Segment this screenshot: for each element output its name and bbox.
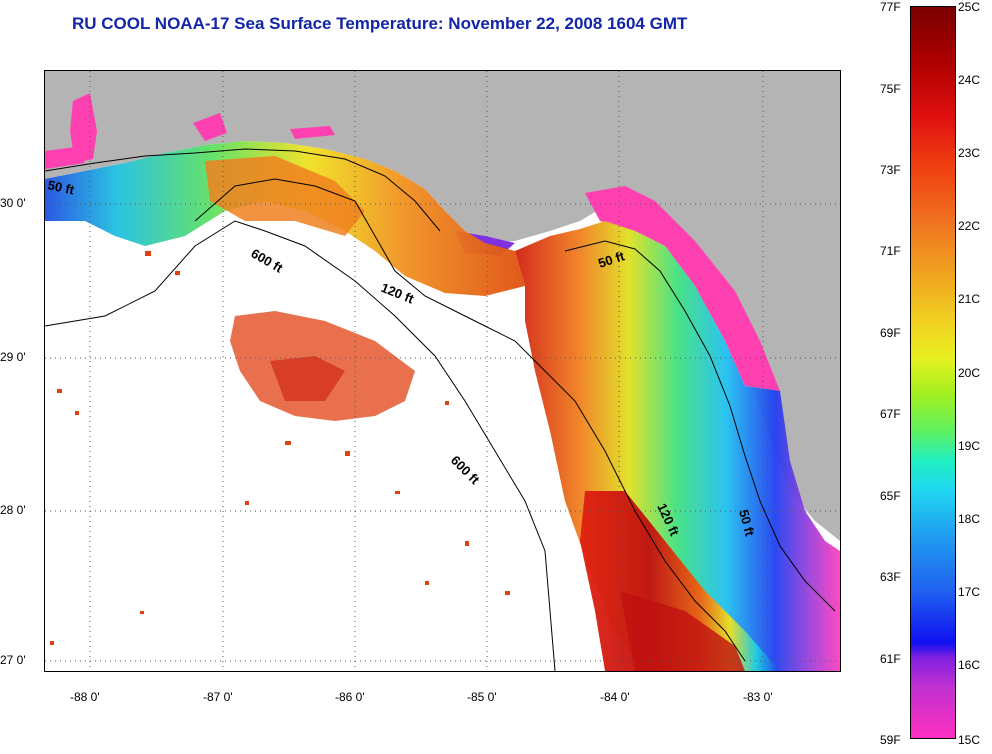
cb-f-69: 69F (880, 326, 901, 340)
sst-colorbar (910, 6, 956, 739)
cb-f-71: 71F (880, 244, 901, 258)
sst-map-canvas: 50 ft 600 ft 120 ft 50 ft 600 ft 120 ft … (45, 71, 840, 671)
cb-f-61: 61F (880, 652, 901, 666)
depth-contours (45, 148, 836, 671)
contour-label-50ft-west: 50 ft (46, 177, 76, 197)
lat-label-30: 30 0' (0, 196, 26, 210)
cb-f-73: 73F (880, 163, 901, 177)
scattered-sst-pixels (50, 251, 510, 645)
graticule (45, 71, 840, 671)
cb-c-23: 23C (958, 146, 981, 160)
contour-label-600ft-south: 600 ft (448, 453, 483, 488)
cb-c-24: 24C (958, 73, 981, 87)
lon-label-87: -87 0' (203, 690, 233, 704)
cb-c-21: 21C (958, 292, 981, 306)
cb-f-77: 77F (880, 0, 901, 14)
map-title: RU COOL NOAA-17 Sea Surface Temperature:… (72, 14, 688, 33)
cb-c-15: 15C (958, 733, 981, 747)
cb-c-17: 17C (958, 585, 981, 599)
cb-c-20: 20C (958, 366, 981, 380)
lon-label-85: -85 0' (467, 690, 497, 704)
cb-c-16: 16C (958, 658, 981, 672)
cb-c-25: 25C (958, 0, 981, 14)
cb-f-63: 63F (880, 570, 901, 584)
lat-label-27: 27 0' (0, 653, 26, 667)
contour-label-50ft-south: 50 ft (736, 508, 758, 538)
cb-f-59: 59F (880, 733, 901, 747)
cb-f-67: 67F (880, 407, 901, 421)
cb-c-18: 18C (958, 512, 981, 526)
cb-c-22: 22C (958, 219, 981, 233)
cb-c-19: 19C (958, 439, 981, 453)
sst-map: 50 ft 600 ft 120 ft 50 ft 600 ft 120 ft … (44, 70, 841, 672)
lon-label-86: -86 0' (335, 690, 365, 704)
lon-label-88: -88 0' (70, 690, 100, 704)
lat-label-29: 29 0' (0, 350, 26, 364)
cb-f-65: 65F (880, 489, 901, 503)
lon-label-84: -84 0' (600, 690, 630, 704)
contour-label-600ft-north: 600 ft (249, 246, 286, 276)
cb-f-75: 75F (880, 82, 901, 96)
lon-label-83: -83 0' (743, 690, 773, 704)
lat-label-28: 28 0' (0, 503, 26, 517)
west-shelf-sst (45, 141, 525, 296)
